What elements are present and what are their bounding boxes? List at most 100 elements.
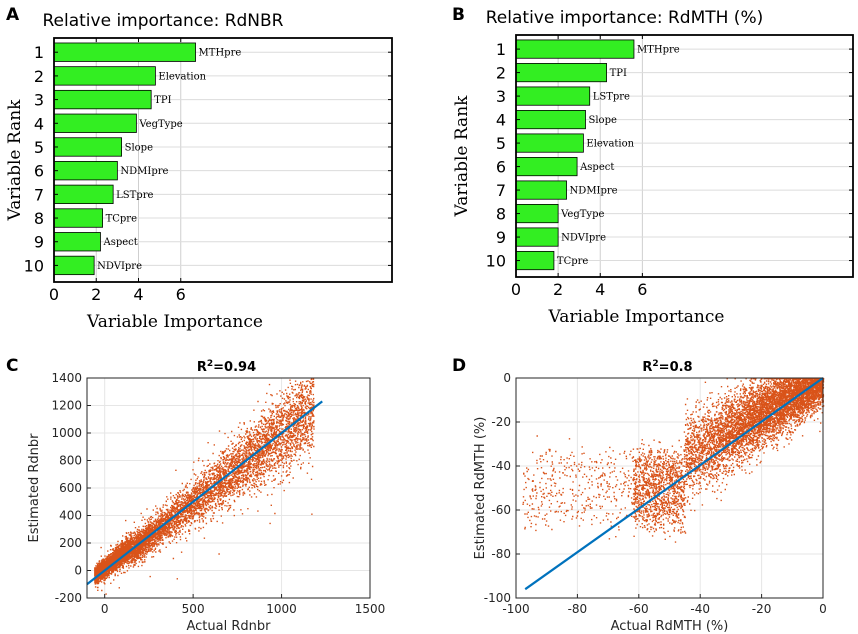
bar-label: NDMIpre — [570, 186, 618, 197]
y-tick-label: 200 — [59, 536, 82, 550]
chart-title: Relative importance: RdMTH (%) — [486, 8, 763, 28]
y-tick-label: 1400 — [51, 371, 82, 385]
bar-mthpre — [515, 39, 635, 59]
bar-label: Slope — [589, 115, 617, 126]
y-tick-label: 800 — [59, 454, 82, 468]
bar-lstpre — [53, 184, 114, 204]
y-tick-label: 3 — [496, 87, 506, 106]
panel-d-scatter-plot: -100 -80 -60 -40 -20 0 -100 -80 -60 -40 -20 0 R2=0.8… — [473, 359, 827, 634]
title-superscript: 2 — [207, 359, 213, 369]
y-tick-label: 5 — [496, 134, 506, 153]
y-tick-label: 10 — [24, 256, 44, 275]
y-tick-label: 8 — [496, 205, 506, 224]
x-tick-label: 6 — [637, 280, 647, 299]
bar-ndvipre — [53, 255, 95, 276]
bar-aspect — [53, 232, 101, 252]
title-r: R — [197, 360, 207, 375]
x-tick-label: 4 — [595, 280, 605, 299]
y-tick-label: 1200 — [51, 399, 82, 413]
y-tick-label: 1 — [34, 43, 44, 62]
y-tick-label: 10 — [486, 252, 506, 271]
x-tick-label: 0 — [819, 602, 827, 616]
title-r: R — [642, 360, 652, 375]
y-tick-label: -20 — [491, 415, 511, 429]
chart-title: Relative importance: RdNBR — [42, 11, 283, 31]
y-tick-label: 6 — [34, 162, 44, 181]
x-axis-label: Variable Importance — [86, 312, 263, 332]
bar-label: VegType — [560, 209, 604, 220]
panel-b-bar-chart: MTHpre 1 TPI 2 LSTpre 3 Slope 4 Elevation 5 Aspect… — [452, 8, 854, 327]
bar-label: VegType — [138, 119, 182, 130]
panel-a-bar-chart: MTHpre 1 Elevation 2 TPI 3 VegType 4 Slope 5 NDMIp… — [5, 11, 393, 332]
bar-elevation — [53, 66, 156, 86]
x-axis-label: Actual RdMTH (%) — [611, 619, 729, 634]
bar-label: TCpre — [557, 256, 589, 267]
title-superscript: 2 — [652, 359, 658, 369]
plot-frame — [53, 37, 393, 283]
plot-frame — [515, 34, 854, 278]
bar-slope — [515, 110, 586, 130]
x-tick-label: -80 — [568, 602, 588, 616]
y-tick-label: 5 — [34, 138, 44, 157]
x-tick-label: 0 — [101, 602, 109, 616]
bar-label: Aspect — [102, 237, 137, 248]
y-tick-label: 6 — [496, 158, 506, 177]
bar-ndmipre — [53, 161, 118, 181]
x-tick-label: -40 — [690, 602, 710, 616]
x-tick-label: 4 — [133, 285, 143, 304]
bar-label: MTHpre — [637, 45, 680, 56]
y-tick-label: 1 — [496, 40, 506, 59]
bar-label: Slope — [125, 142, 153, 153]
bar-label: LSTpre — [116, 190, 153, 201]
bar-tcpre — [53, 208, 103, 228]
y-tick-label: 2 — [34, 67, 44, 86]
bar-label: Elevation — [158, 71, 206, 82]
x-tick-label: -20 — [752, 602, 772, 616]
x-tick-label: 1000 — [266, 602, 297, 616]
bar-mthpre — [53, 42, 196, 62]
y-tick-label: 4 — [496, 111, 506, 130]
regression-line — [524, 377, 824, 591]
bar-label: TPI — [154, 95, 171, 106]
x-tick-label: 500 — [182, 602, 205, 616]
panel-label-b: B — [452, 5, 465, 25]
y-tick-label: -80 — [491, 547, 511, 561]
x-axis-label: Variable Importance — [548, 307, 725, 327]
bar-label: NDVIpre — [97, 261, 142, 272]
y-tick-label: -100 — [484, 591, 511, 605]
plot-frame — [515, 377, 824, 599]
x-tick-label: 0 — [49, 285, 59, 304]
chart-title: R2=0.8 — [642, 359, 692, 375]
y-tick-label: -40 — [491, 459, 511, 473]
y-tick-label: 600 — [59, 481, 82, 495]
bar-elevation — [515, 133, 584, 153]
y-tick-label: 9 — [496, 228, 506, 247]
panel-label-a: A — [6, 5, 20, 25]
bar-tpi — [53, 89, 152, 110]
bar-aspect — [515, 157, 578, 177]
y-tick-label: -200 — [55, 591, 82, 605]
y-axis-label: Estimated Rdnbr — [27, 433, 42, 543]
y-axis-label: Variable Rank — [5, 99, 25, 222]
x-tick-label: -60 — [629, 602, 649, 616]
bar-label: TCpre — [106, 214, 138, 225]
bar-vegtype — [515, 203, 559, 224]
x-tick-label: 0 — [511, 280, 521, 299]
y-tick-label: 9 — [34, 233, 44, 252]
x-tick-label: 6 — [176, 285, 186, 304]
panel-label-d: D — [452, 356, 466, 376]
bar-slope — [53, 137, 122, 157]
panel-c-scatter-plot: 0 500 1000 1500 -200 0 200 400 600 800 1000 1200 140… — [27, 359, 385, 634]
bar-label: NDVIpre — [561, 233, 606, 244]
y-axis-label: Estimated RdMTH (%) — [473, 417, 488, 560]
bar-label: Elevation — [586, 139, 634, 150]
bar-label: Aspect — [579, 162, 614, 173]
bar-tpi — [515, 63, 607, 83]
bar-lstpre — [515, 86, 591, 106]
y-axis-label: Variable Rank — [452, 95, 472, 218]
scatter-points — [94, 378, 315, 595]
y-tick-label: 7 — [496, 181, 506, 200]
chart-title: R2=0.94 — [197, 359, 256, 375]
y-tick-label: 7 — [34, 185, 44, 204]
